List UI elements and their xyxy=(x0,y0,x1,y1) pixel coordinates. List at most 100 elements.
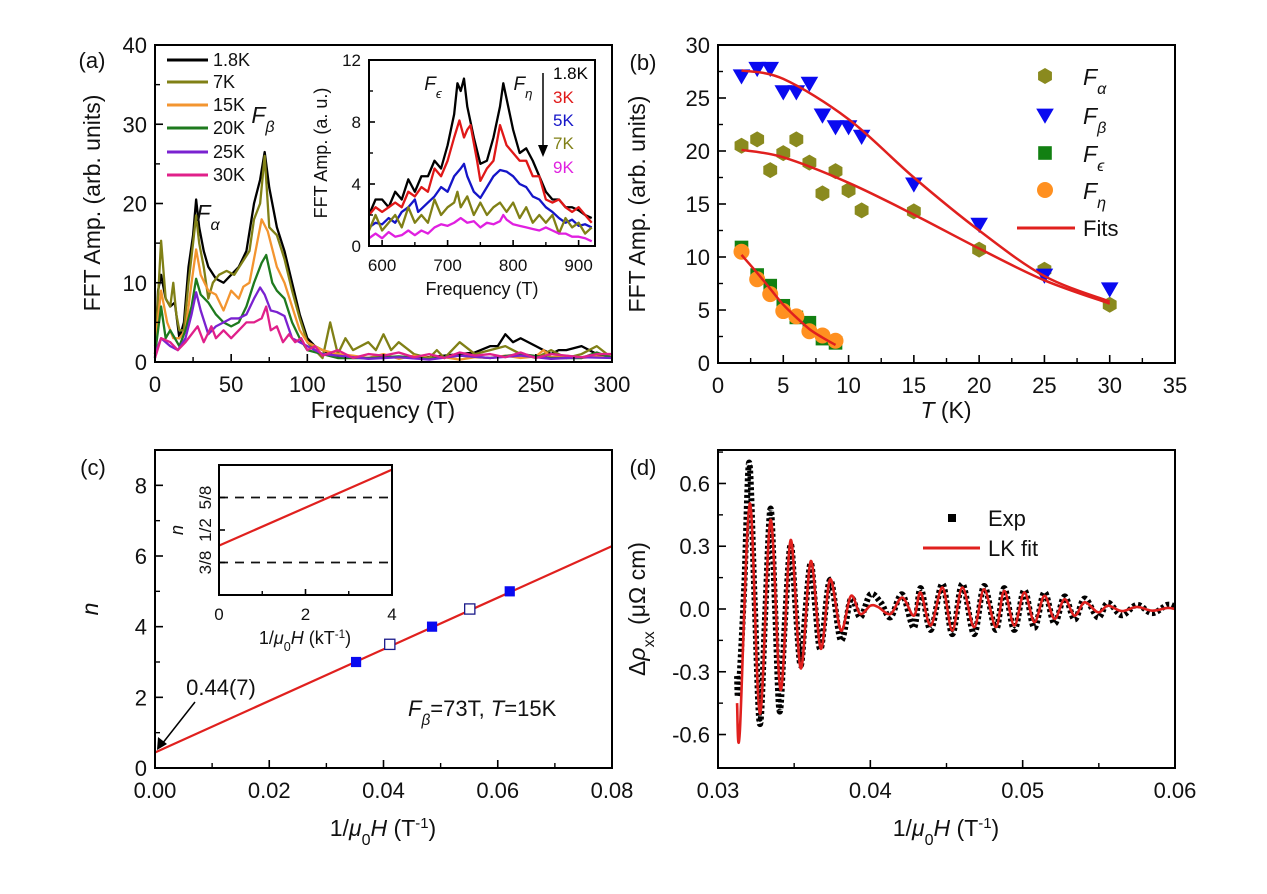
x-axis-label: 1/μ0H (T-1) xyxy=(330,815,436,850)
data-point xyxy=(827,332,844,349)
legend-marker xyxy=(1038,146,1052,160)
y-tick-label: 30 xyxy=(686,33,710,58)
x-tick-label: 0 xyxy=(149,372,161,397)
x-tick-label: 25 xyxy=(1032,373,1056,398)
label-segment: F xyxy=(251,102,267,128)
label-segment: 0 xyxy=(284,640,291,654)
data-point xyxy=(426,621,438,632)
series-line-15K xyxy=(153,218,613,361)
label-segment: H xyxy=(371,815,388,841)
x-tick-label: 150 xyxy=(365,372,402,397)
label-segment: -1 xyxy=(978,815,991,832)
series-line-30K xyxy=(153,305,612,360)
y-tick-label: 4 xyxy=(135,615,147,640)
y-tick-label: 5 xyxy=(698,298,710,323)
label-segment: H xyxy=(291,628,305,648)
legend-label: 30K xyxy=(213,165,245,185)
label-segment: F xyxy=(1083,103,1099,129)
series-lk-fit xyxy=(735,502,1176,744)
label-segment: n xyxy=(77,603,103,616)
arrow-head-icon xyxy=(538,145,548,157)
y-axis-label: n xyxy=(77,603,103,616)
label-segment: F xyxy=(1083,178,1099,204)
label-segment: η xyxy=(525,86,532,101)
label-segment: ϵ xyxy=(436,86,443,101)
x-axis-label: T (K) xyxy=(920,397,971,423)
label-segment: (T xyxy=(950,815,978,841)
x-tick-label: 35 xyxy=(1163,373,1187,398)
y-tick-label: -0.6 xyxy=(672,723,710,748)
y-tick-label: 8 xyxy=(135,473,147,498)
label-segment: ρ xyxy=(624,647,650,661)
y-tick-label: 20 xyxy=(123,192,147,217)
panel-a-inset: 600 700 800 900 0 4 8 12 Frequency (T) FFT Amp. (… xyxy=(311,51,596,299)
series-line-25K xyxy=(153,286,613,361)
x-tick-label: 5 xyxy=(777,373,789,398)
x-tick-label: 0.04 xyxy=(362,778,405,803)
arrow-icon xyxy=(161,701,196,745)
y-tick-label: 0.0 xyxy=(679,597,710,622)
label-segment: μ xyxy=(273,628,284,648)
fit-curve xyxy=(741,69,1111,303)
x-tick-label: 700 xyxy=(433,256,461,275)
legend-label: 3K xyxy=(553,88,574,107)
label-segment: 0 xyxy=(925,831,934,849)
x-tick-label: 0 xyxy=(214,605,223,624)
panel-c-inset: 0 2 43/81/25/81/μ0H (kT-1)n xyxy=(167,464,397,655)
label-segment: F xyxy=(196,200,212,226)
legend-marker xyxy=(948,514,956,522)
label-segment: η xyxy=(1097,194,1106,212)
y-tick-label: 8 xyxy=(352,113,361,132)
x-tick-label: 250 xyxy=(517,372,554,397)
y-tick-label: 3/8 xyxy=(196,551,215,575)
y-tick-label: 10 xyxy=(123,271,147,296)
series-line-7K xyxy=(367,190,593,235)
panel-label: (d) xyxy=(630,455,657,480)
legend-marker xyxy=(1038,68,1052,84)
data-point xyxy=(800,76,819,92)
y-tick-label: 0 xyxy=(352,237,361,256)
x-axis-label: 1/μ0H (kT-1) xyxy=(259,628,351,655)
label-segment: 0 xyxy=(362,831,371,849)
y-tick-label: 0 xyxy=(698,351,710,376)
legend-label: 20K xyxy=(213,118,245,138)
legend-label: 1.8K xyxy=(553,64,589,83)
data-point xyxy=(813,108,832,124)
label-segment: Frequency (T) xyxy=(311,397,455,423)
label-segment: -1 xyxy=(335,628,345,641)
label-segment: β xyxy=(420,712,430,729)
data-point xyxy=(826,120,845,136)
intercept-label: 0.44(7) xyxy=(186,675,256,700)
data-point xyxy=(774,85,793,101)
data-point xyxy=(905,177,923,193)
y-tick-label: 2 xyxy=(135,685,147,710)
x-tick-label: 800 xyxy=(499,256,527,275)
series-line-7K xyxy=(153,154,613,360)
x-tick-label: 0.04 xyxy=(849,778,892,803)
fit-line xyxy=(218,468,393,547)
fit-line xyxy=(154,545,613,754)
y-tick-label: 0 xyxy=(135,756,147,781)
series-line-9K xyxy=(368,213,593,243)
label-segment: xx xyxy=(640,631,658,647)
x-tick-label: 15 xyxy=(902,373,926,398)
legend-label: 5K xyxy=(553,111,574,130)
label-segment: (K) xyxy=(935,397,972,423)
y-tick-label: 30 xyxy=(123,112,147,137)
legend-label: Fη xyxy=(1083,178,1106,212)
legend-label: Fβ xyxy=(1083,103,1106,137)
peak-annotation: Fα xyxy=(196,200,220,234)
data-point xyxy=(763,162,778,179)
y-tick-label: -0.3 xyxy=(672,660,710,685)
y-tick-label: 25 xyxy=(686,86,710,111)
panel-b: 0 5 10 15 20 25 30 35 0 5 10 15 20 25 30 T (K) FFT Amp. … xyxy=(624,33,1187,423)
data-point xyxy=(750,131,765,148)
label-segment: (T xyxy=(387,815,415,841)
data-point xyxy=(789,131,804,148)
label-segment: (kT xyxy=(304,628,335,648)
data-point xyxy=(350,656,362,668)
panel-label: (b) xyxy=(630,50,657,75)
x-tick-label: 0 xyxy=(712,373,724,398)
legend-marker xyxy=(1037,182,1053,198)
